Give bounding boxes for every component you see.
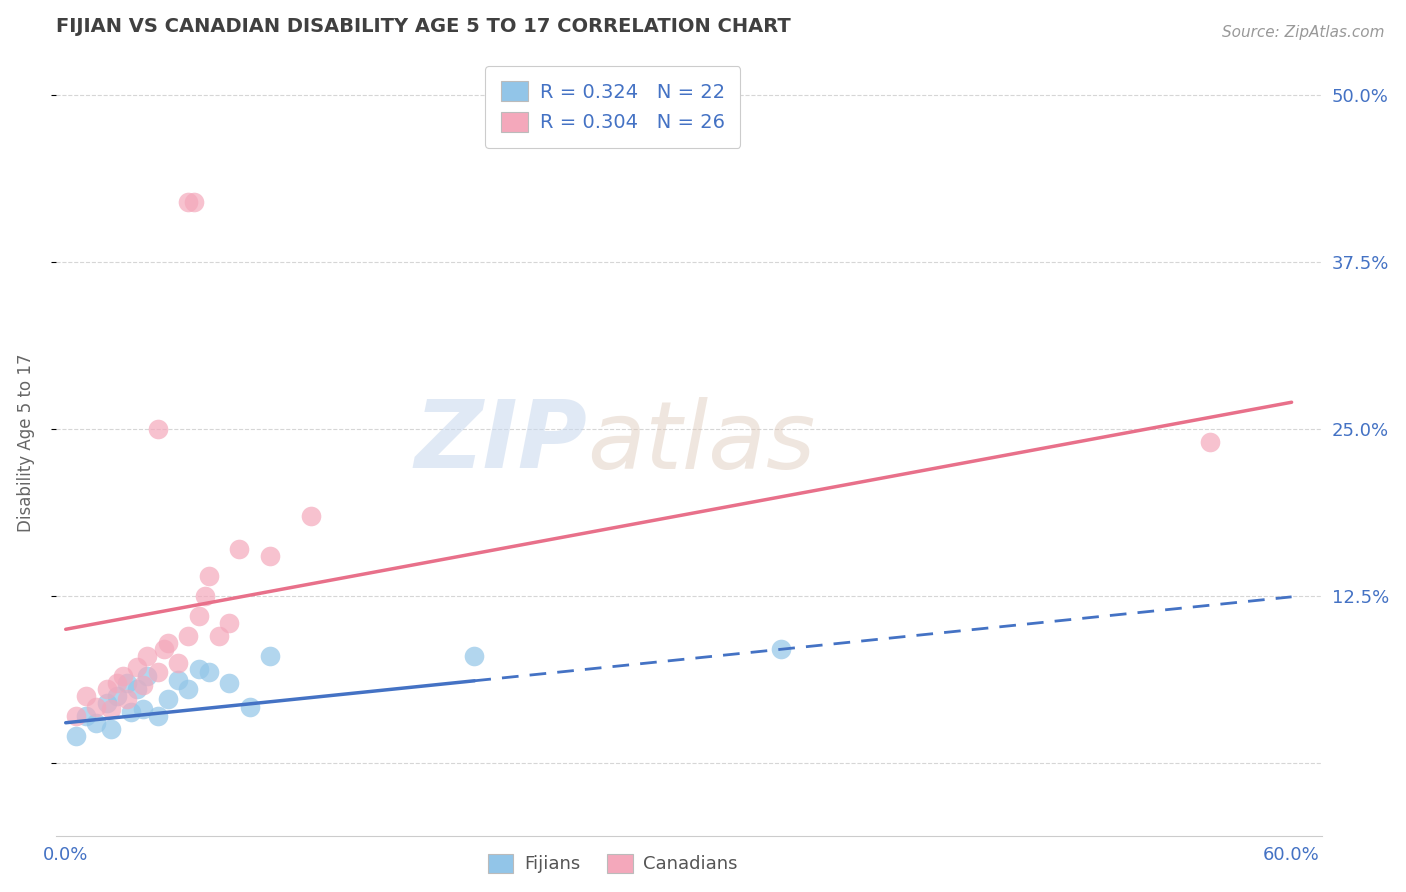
Point — [75, 689, 97, 703]
Point — [259, 549, 281, 563]
Point — [105, 689, 128, 703]
Point — [177, 682, 200, 697]
Point — [259, 648, 281, 663]
Point — [177, 629, 200, 643]
Point — [218, 615, 240, 630]
Text: ZIP: ZIP — [415, 396, 588, 488]
Point — [194, 589, 217, 603]
Point — [197, 569, 219, 583]
Legend: Fijians, Canadians: Fijians, Canadians — [479, 845, 747, 882]
Point — [152, 642, 174, 657]
Point — [65, 709, 87, 723]
Point — [100, 723, 122, 737]
Point — [75, 709, 97, 723]
Point — [146, 422, 169, 436]
Point — [111, 669, 134, 683]
Point — [208, 629, 231, 643]
Point — [299, 508, 322, 523]
Point — [105, 675, 128, 690]
Point — [187, 608, 209, 623]
Point — [463, 648, 485, 663]
Point — [1199, 435, 1222, 450]
Point — [146, 665, 169, 679]
Point — [115, 691, 138, 706]
Point — [769, 642, 792, 657]
Text: FIJIAN VS CANADIAN DISABILITY AGE 5 TO 17 CORRELATION CHART: FIJIAN VS CANADIAN DISABILITY AGE 5 TO 1… — [55, 17, 790, 36]
Point — [156, 635, 179, 649]
Point — [136, 648, 159, 663]
Point — [132, 702, 155, 716]
Point — [127, 682, 149, 697]
Point — [228, 542, 250, 557]
Point — [187, 662, 209, 676]
Text: Source: ZipAtlas.com: Source: ZipAtlas.com — [1222, 25, 1385, 40]
Text: atlas: atlas — [588, 397, 815, 488]
Point — [218, 675, 240, 690]
Point — [177, 194, 200, 209]
Point — [197, 665, 219, 679]
Point — [167, 673, 190, 687]
Point — [127, 659, 149, 673]
Point — [100, 702, 122, 716]
Point — [156, 691, 179, 706]
Point — [146, 709, 169, 723]
Point — [65, 729, 87, 743]
Point — [96, 682, 118, 697]
Point — [136, 669, 159, 683]
Point — [120, 705, 142, 719]
Y-axis label: Disability Age 5 to 17: Disability Age 5 to 17 — [17, 353, 35, 532]
Point — [183, 194, 205, 209]
Point — [86, 715, 108, 730]
Point — [86, 699, 108, 714]
Point — [115, 675, 138, 690]
Point — [132, 678, 155, 692]
Point — [96, 696, 118, 710]
Point — [239, 699, 262, 714]
Point — [167, 656, 190, 670]
